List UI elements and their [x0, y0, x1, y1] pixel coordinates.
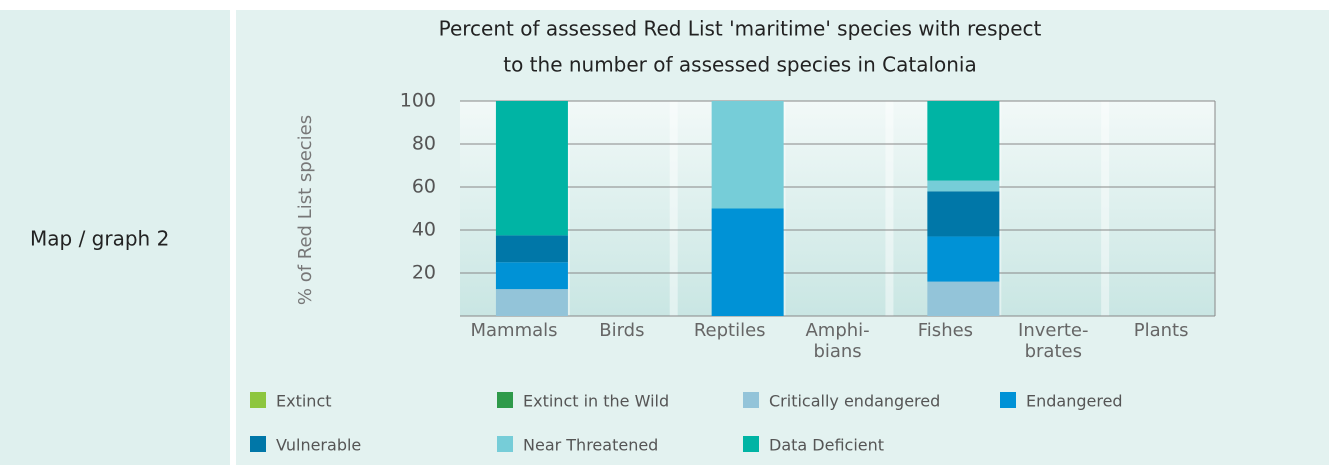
x-tick-label: Reptiles	[693, 320, 766, 341]
legend-label: Extinct in the Wild	[523, 392, 669, 411]
y-tick-label: 20	[412, 262, 436, 284]
y-tick-label: 80	[412, 133, 436, 155]
legend-swatch	[1000, 392, 1016, 408]
plot-area	[460, 101, 1215, 316]
bar-segment	[927, 180, 1000, 192]
x-tick-label: Plants	[1133, 320, 1189, 341]
bar-segment	[927, 191, 1000, 237]
left-cell	[0, 10, 230, 465]
y-tick-label: 100	[400, 90, 436, 112]
legend-label: Data Deficient	[769, 436, 884, 455]
bar-segment	[495, 235, 568, 263]
x-tick-label: Mammals	[470, 320, 558, 341]
legend-swatch	[497, 392, 513, 408]
bar-segment	[711, 208, 784, 316]
y-tick-label: 60	[412, 176, 436, 198]
legend-label: Extinct	[276, 392, 332, 411]
x-tick-label: Birds	[599, 320, 645, 341]
bar-segment	[927, 281, 1000, 316]
band-separator	[885, 101, 894, 316]
legend-swatch	[743, 436, 759, 452]
legend-swatch	[743, 392, 759, 408]
bar-segment	[711, 101, 784, 209]
legend-swatch	[250, 392, 266, 408]
legend-swatch	[497, 436, 513, 452]
y-tick-label: 40	[412, 219, 436, 241]
x-tick-label: Inverte- brates	[1018, 320, 1089, 362]
legend-label: Critically endangered	[769, 392, 940, 411]
legend-label: Endangered	[1026, 392, 1123, 411]
y-axis-label: % of Red List species	[295, 115, 316, 305]
bar-segment	[927, 101, 1000, 181]
bar-segment	[927, 236, 1000, 282]
chart-title: Percent of assessed Red List 'maritime' …	[439, 17, 1042, 41]
bar-segment	[495, 101, 568, 236]
band-separator	[669, 101, 678, 316]
legend-swatch	[250, 436, 266, 452]
x-tick-label: Fishes	[917, 320, 974, 341]
legend-label: Vulnerable	[276, 436, 361, 455]
legend-label: Near Threatened	[523, 436, 658, 455]
band-separator	[1101, 101, 1110, 316]
chart-title: to the number of assessed species in Cat…	[503, 53, 977, 77]
row-label: Map / graph 2	[30, 227, 169, 251]
bar-segment	[495, 262, 568, 290]
bar-segment	[495, 289, 568, 316]
x-tick-label: Amphi- bians	[805, 320, 870, 362]
